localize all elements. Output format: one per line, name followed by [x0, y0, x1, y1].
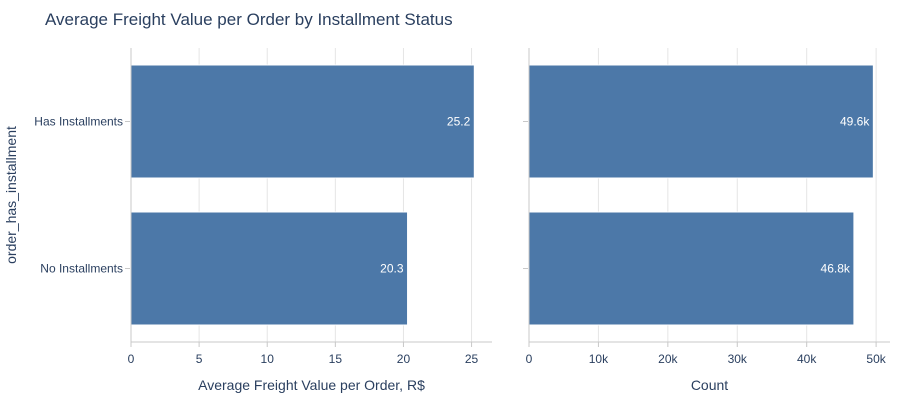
x-tick-label: 0: [128, 352, 135, 366]
x-tick-label: 20k: [658, 352, 678, 366]
bar-value-label: 25.2: [447, 115, 471, 129]
x-tick-label: 0: [526, 352, 533, 366]
bar-value-label: 46.8k: [821, 262, 851, 276]
bar: [130, 64, 475, 179]
x-tick-label: 15: [329, 352, 343, 366]
x-tick-label: 10k: [589, 352, 609, 366]
x-tick-label: 20: [397, 352, 411, 366]
panel-count: 49.6k 46.8k 0 10k 20k 30k 40k 50k Count: [523, 48, 890, 393]
category-label: No Installments: [40, 262, 123, 276]
x-axis-title: Average Freight Value per Order, R$: [198, 377, 425, 393]
category-label: Has Installments: [34, 115, 123, 129]
bar: [528, 64, 874, 179]
chart-title: Average Freight Value per Order by Insta…: [45, 10, 453, 29]
y-axis-title: order_has_installment: [3, 126, 19, 264]
x-tick-label: 40k: [797, 352, 817, 366]
bar-value-label: 49.6k: [840, 115, 870, 129]
x-tick-label: 5: [196, 352, 203, 366]
x-tick-label: 30k: [728, 352, 748, 366]
bar: [528, 211, 855, 326]
bar-value-label: 20.3: [380, 262, 404, 276]
x-tick-label: 50k: [866, 352, 886, 366]
panel-avg-freight: 25.2 20.3 0 5 10 15 20 25 Has Installments No Ins…: [34, 48, 492, 393]
x-tick-label: 25: [465, 352, 479, 366]
bar: [130, 211, 409, 326]
x-tick-label: 10: [261, 352, 275, 366]
x-axis-title: Count: [691, 377, 728, 393]
